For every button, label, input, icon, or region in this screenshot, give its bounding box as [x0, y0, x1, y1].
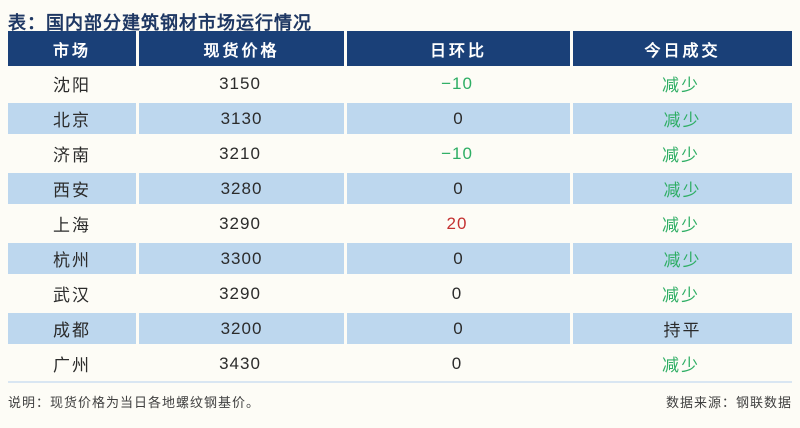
market-cell: 北京: [53, 111, 91, 130]
price-cell: 3290: [219, 213, 261, 233]
price-cell: 3290: [219, 283, 261, 303]
change-cell: 0: [344, 173, 570, 204]
column-header-price: 现货价格: [136, 31, 344, 66]
volume-cell: 减少: [570, 173, 792, 204]
price-cell: 3430: [219, 353, 261, 373]
table-row: 杭州 3300 0 减少: [8, 241, 792, 276]
market-cell: 杭州: [53, 251, 91, 270]
table-row: 北京 3130 0 减少: [8, 101, 792, 136]
price-cell: 3130: [136, 103, 344, 134]
change-cell: −10: [441, 73, 473, 93]
change-cell: 0: [344, 103, 570, 134]
price-cell: 3210: [219, 143, 261, 163]
price-cell: 3200: [136, 313, 344, 344]
price-cell: 3150: [219, 73, 261, 93]
volume-cell: 减少: [662, 146, 700, 165]
change-cell: 0: [344, 243, 570, 274]
market-cell: 上海: [53, 216, 91, 235]
change-cell: 0: [451, 353, 463, 373]
price-cell: 3280: [136, 173, 344, 204]
change-cell: 20: [446, 213, 468, 233]
change-cell: −10: [441, 143, 473, 163]
volume-cell: 减少: [662, 76, 700, 95]
volume-cell: 减少: [662, 356, 700, 375]
market-cell: 广州: [53, 356, 91, 375]
footer-note: 说明：现货价格为当日各地螺纹钢基价。: [8, 395, 261, 410]
market-cell: 沈阳: [53, 76, 91, 95]
column-header-market: 市场: [52, 42, 91, 60]
market-cell: 成都: [53, 321, 91, 340]
change-cell: 0: [344, 313, 570, 344]
volume-cell: 持平: [570, 313, 792, 344]
column-header-volume: 今日成交: [570, 31, 792, 66]
volume-cell: 减少: [662, 216, 700, 235]
table-row: 成都 3200 0 持平: [8, 311, 792, 346]
footer-source: 数据来源：钢联数据: [665, 395, 792, 410]
volume-cell: 减少: [662, 286, 700, 305]
footer: 说明：现货价格为当日各地螺纹钢基价。 数据来源：钢联数据: [8, 392, 792, 411]
change-cell: 0: [451, 283, 463, 303]
market-table: 市场 现货价格 日环比 今日成交 沈阳 3150 −10 减少 北京 3130 …: [8, 31, 792, 383]
table-row: 武汉 3290 0 减少: [8, 276, 792, 311]
page-title: 表：国内部分建筑钢材市场运行情况: [8, 13, 312, 33]
market-cell: 西安: [53, 181, 91, 200]
table-row: 上海 3290 20 减少: [8, 206, 792, 241]
table-body: 沈阳 3150 −10 减少 北京 3130 0 减少 济南 3210 −10 …: [8, 66, 792, 381]
table-row: 沈阳 3150 −10 减少: [8, 66, 792, 101]
table-row: 西安 3280 0 减少: [8, 171, 792, 206]
volume-cell: 减少: [570, 243, 792, 274]
price-cell: 3300: [136, 243, 344, 274]
market-cell: 武汉: [53, 286, 91, 305]
volume-cell: 减少: [570, 103, 792, 134]
table-row: 济南 3210 −10 减少: [8, 136, 792, 171]
table-header-row: 市场 现货价格 日环比 今日成交: [8, 31, 792, 66]
market-cell: 济南: [53, 146, 91, 165]
column-header-change: 日环比: [344, 31, 570, 66]
table-row: 广州 3430 0 减少: [8, 346, 792, 381]
